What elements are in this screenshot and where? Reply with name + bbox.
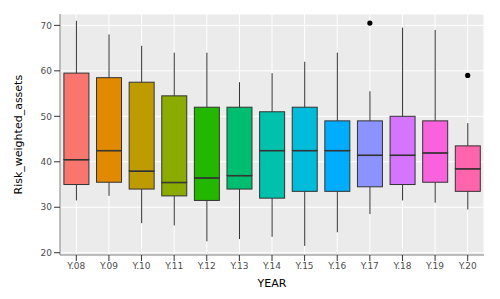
svg-text:Y.10: Y.10 <box>132 261 151 271</box>
svg-text:Y.18: Y.18 <box>392 261 411 271</box>
svg-text:Y.14: Y.14 <box>262 261 281 271</box>
svg-text:Y.08: Y.08 <box>66 261 85 271</box>
svg-text:60: 60 <box>41 66 53 76</box>
svg-text:Y.20: Y.20 <box>458 261 477 271</box>
svg-text:50: 50 <box>41 112 53 122</box>
svg-text:Y.11: Y.11 <box>164 261 183 271</box>
svg-text:40: 40 <box>41 157 53 167</box>
svg-text:Risk_weighted_assets: Risk_weighted_assets <box>12 75 25 195</box>
svg-text:Y.09: Y.09 <box>99 261 118 271</box>
svg-text:Y.15: Y.15 <box>295 261 314 271</box>
svg-text:Y.13: Y.13 <box>229 261 248 271</box>
svg-text:Y.16: Y.16 <box>327 261 346 271</box>
svg-text:Y.17: Y.17 <box>360 261 379 271</box>
svg-text:Y.12: Y.12 <box>197 261 216 271</box>
svg-text:Y.19: Y.19 <box>425 261 444 271</box>
svg-text:70: 70 <box>41 21 53 31</box>
svg-text:20: 20 <box>41 248 53 258</box>
svg-text:YEAR: YEAR <box>257 277 287 290</box>
svg-text:30: 30 <box>41 202 53 212</box>
